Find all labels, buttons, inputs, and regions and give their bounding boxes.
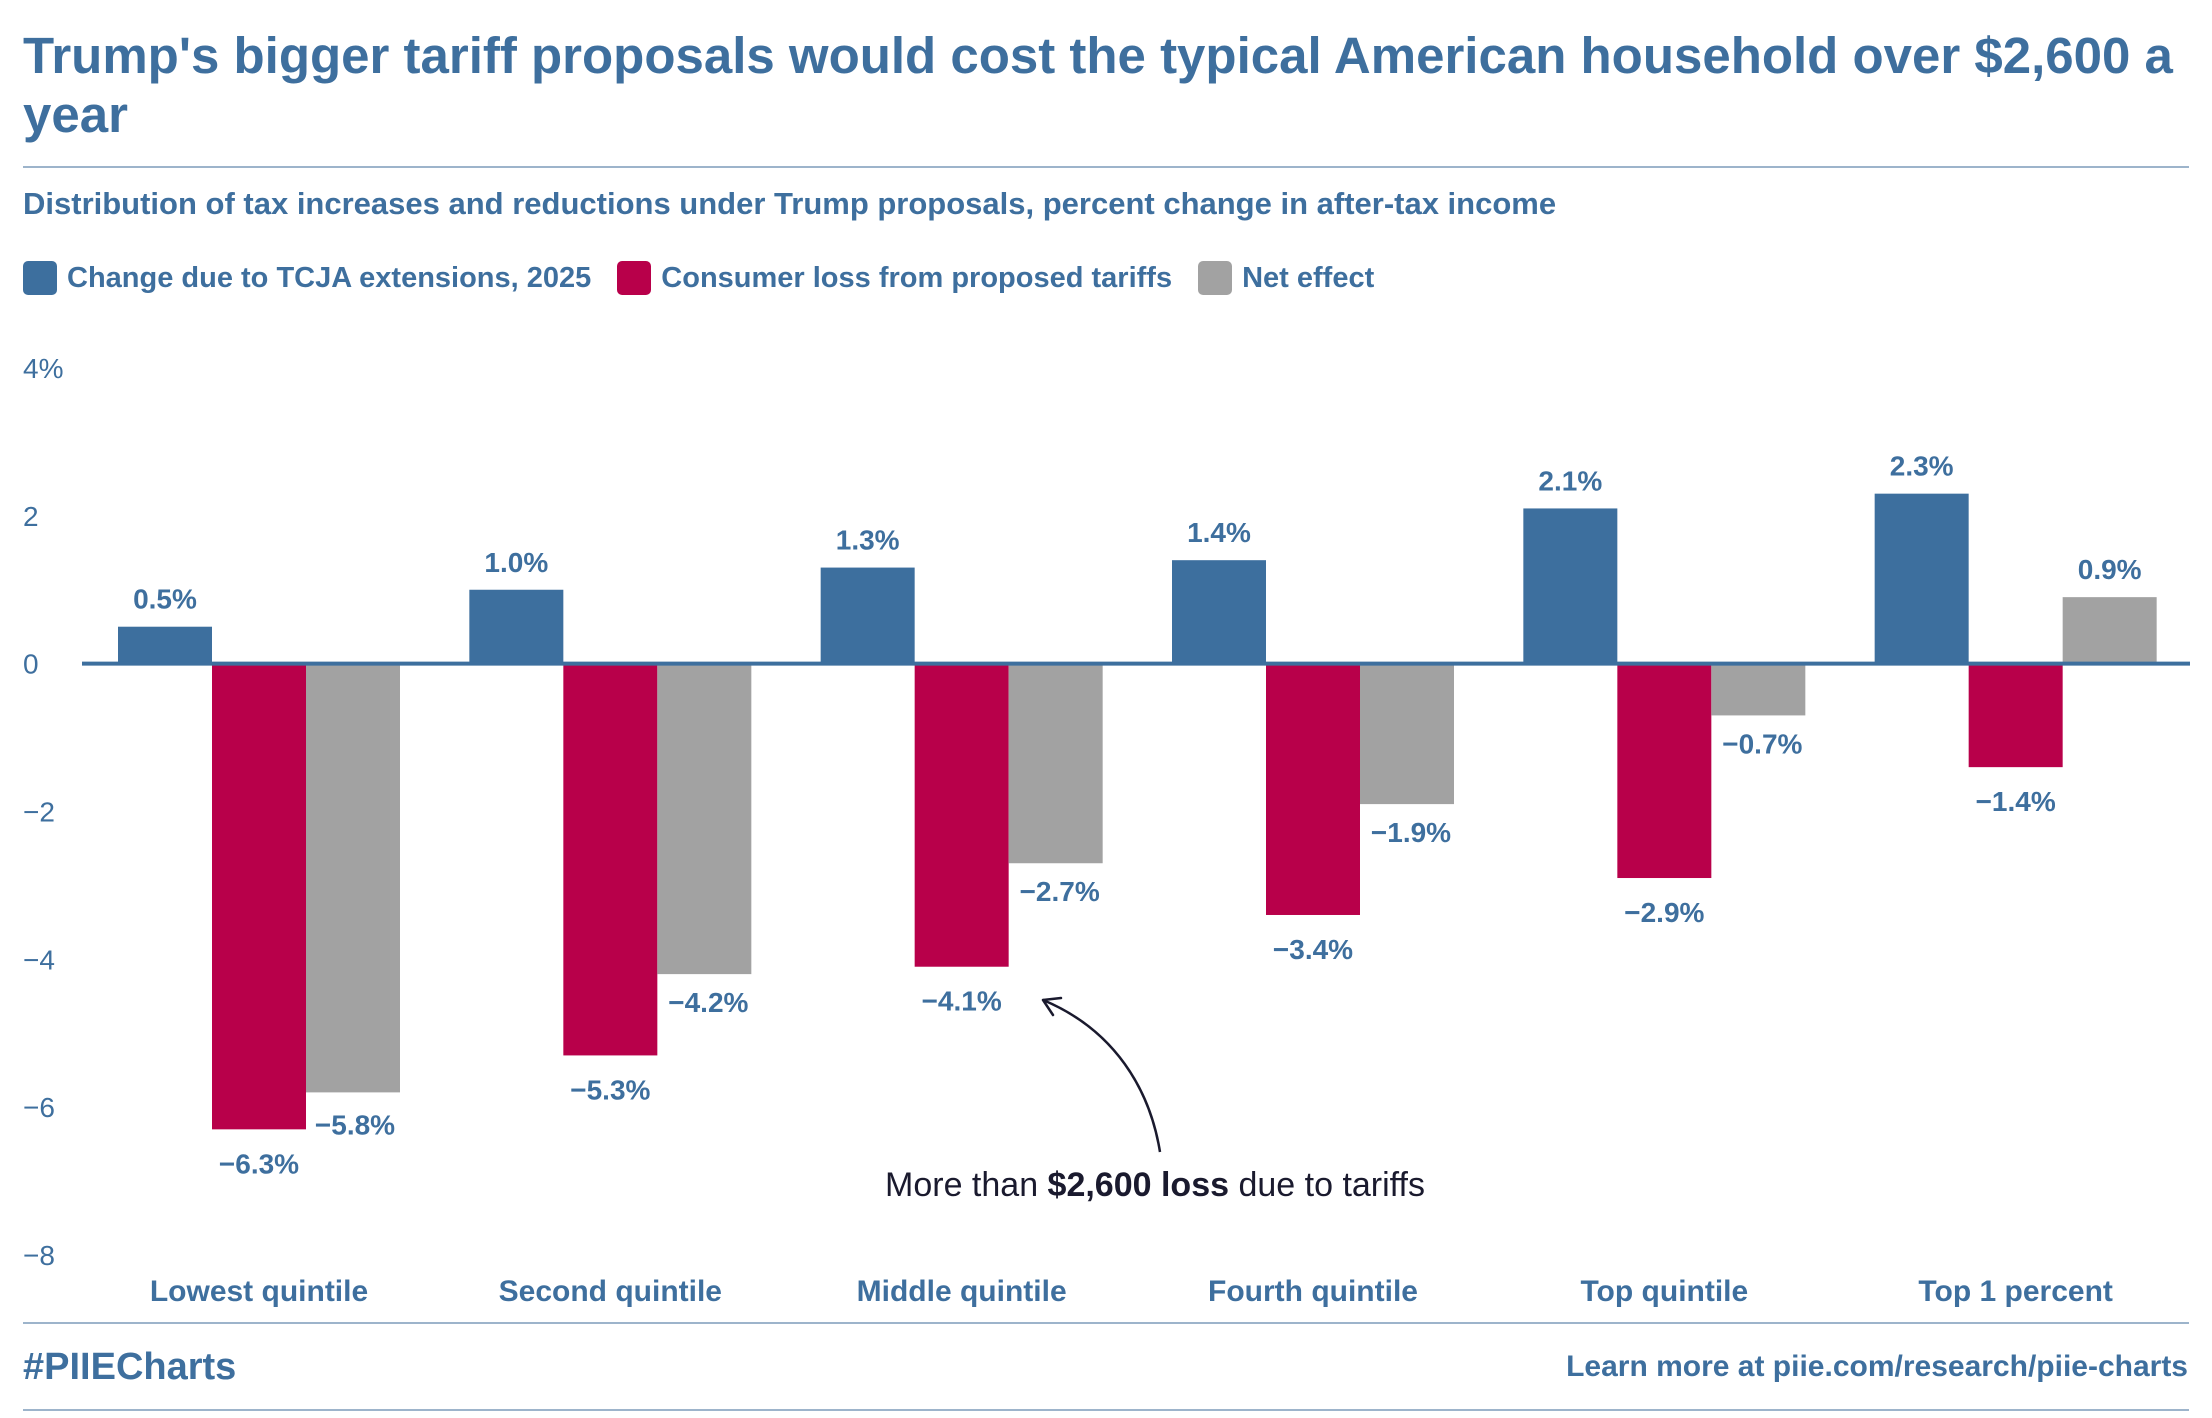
x-category-label: Top 1 percent (1918, 1275, 2112, 1308)
footer-hashtag: #PIIECharts (23, 1346, 237, 1388)
bar-tariffs (563, 663, 658, 1056)
bar-tariffs (1266, 663, 1360, 915)
title-divider (23, 166, 2189, 168)
x-category-label: Lowest quintile (150, 1275, 368, 1308)
bar-net (1008, 663, 1103, 864)
data-label: −1.9% (1371, 817, 1451, 848)
data-label: 0.9% (2078, 554, 2142, 585)
x-category-label: Middle quintile (857, 1275, 1067, 1308)
legend-label-tcja: Change due to TCJA extensions, 2025 (67, 261, 592, 294)
data-label: −5.8% (315, 1109, 395, 1140)
bar-tcja (118, 626, 212, 664)
y-tick-label: 2 (23, 501, 39, 532)
chart-title: Trump's bigger tariff proposals would co… (23, 27, 2173, 143)
data-label: −6.3% (219, 1148, 299, 1179)
y-tick-label: 4% (23, 353, 63, 384)
data-label: 2.1% (1538, 465, 1602, 496)
legend-label-net: Net effect (1242, 261, 1375, 294)
footer-divider-bottom (23, 1409, 2189, 1411)
legend-swatch-net (1198, 261, 1233, 295)
x-category-label: Fourth quintile (1208, 1275, 1418, 1308)
legend: Change due to TCJA extensions, 2025 Cons… (23, 258, 1400, 298)
footer-link[interactable]: Learn more at piie.com/research/piie-cha… (1566, 1350, 2188, 1383)
bar-net (1360, 663, 1454, 805)
bar-tcja (1172, 560, 1266, 664)
legend-label-tariffs: Consumer loss from proposed tariffs (661, 261, 1173, 294)
bar-net (657, 663, 752, 975)
chart-subtitle: Distribution of tax increases and reduct… (23, 186, 1557, 221)
bar-net (1711, 663, 1806, 716)
data-label: −4.1% (922, 986, 1002, 1017)
bar-net (2062, 597, 2157, 664)
data-label: −1.4% (1976, 786, 2056, 817)
x-category-label: Top quintile (1580, 1275, 1748, 1308)
y-tick-label: −8 (23, 1240, 55, 1271)
bar-tariffs (1617, 663, 1712, 879)
bar-chart: 4% 2 0 −2 −4 −6 −8 0.5% −6.3% −5.8% Lowest quintil… (23, 353, 2190, 1308)
legend-swatch-tcja (23, 261, 57, 295)
data-label: 0.5% (133, 584, 197, 615)
x-category-label: Second quintile (499, 1275, 722, 1308)
bar-tcja (820, 567, 915, 664)
data-label: −2.7% (1020, 876, 1100, 907)
annotation-arrowhead (1041, 996, 1063, 1017)
legend-item-tcja: Change due to TCJA extensions, 2025 (23, 261, 591, 295)
data-label: −5.3% (570, 1074, 650, 1105)
data-label: −0.7% (1722, 728, 1802, 759)
bar-tcja (1874, 493, 1969, 664)
legend-item-tariffs: Consumer loss from proposed tariffs (617, 261, 1172, 295)
bar-tcja (1523, 508, 1618, 664)
bar-tcja (469, 589, 564, 664)
data-label: 1.3% (836, 525, 900, 556)
y-tick-label: −2 (23, 797, 55, 828)
annotation-arrow (1042, 998, 1162, 1153)
data-label: −2.9% (1624, 897, 1704, 928)
annotation-text: More than $2,600 loss due to tariffs (885, 1166, 1425, 1204)
footer-divider-top (23, 1322, 2189, 1324)
y-tick-label: −4 (23, 944, 55, 975)
data-label: −3.4% (1273, 934, 1353, 965)
data-label: 1.0% (484, 547, 548, 578)
y-tick-label: −6 (23, 1092, 55, 1123)
y-tick-label: 0 (23, 649, 39, 680)
bar-tariffs (914, 663, 1009, 967)
bar-net (306, 663, 400, 1093)
legend-swatch-tariffs (617, 261, 652, 295)
bar-tariffs (1968, 663, 2063, 768)
bar-tariffs (212, 663, 306, 1130)
data-label: 1.4% (1187, 517, 1251, 548)
data-label: 2.3% (1890, 451, 1954, 482)
legend-item-net: Net effect (1198, 261, 1374, 295)
data-label: −4.2% (668, 987, 748, 1018)
